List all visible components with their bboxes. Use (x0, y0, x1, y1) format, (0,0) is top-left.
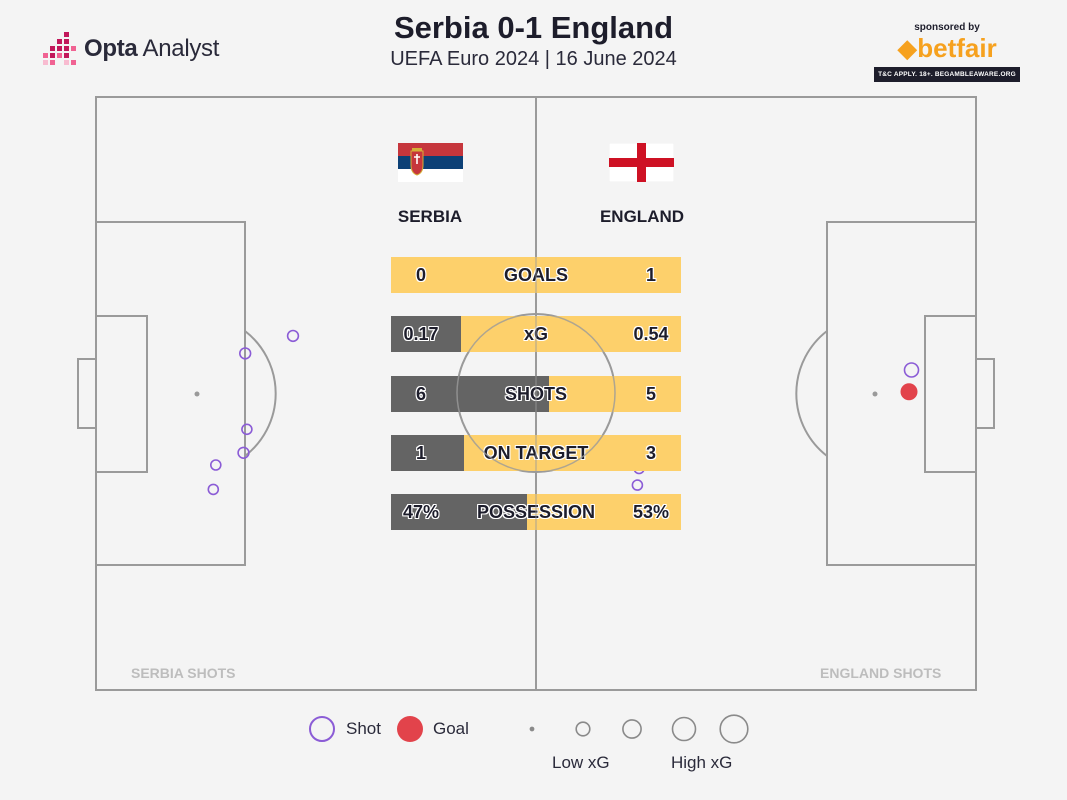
home-shot-marker (286, 329, 300, 343)
left-penalty-area (95, 221, 246, 566)
betfair-arrow-icon: ◆ (897, 33, 918, 63)
home-shot-marker (237, 446, 250, 459)
sponsor-caption: sponsored by (914, 22, 980, 33)
home-shot-marker (210, 459, 222, 471)
left-six-yard-box (95, 315, 148, 473)
home-shot-marker (241, 423, 253, 436)
stat-away-value: 3 (645, 443, 656, 463)
right-goal (975, 358, 995, 429)
stat-label: xG (523, 324, 548, 344)
stat-row-possession: 47% POSSESSION 53% (391, 494, 681, 530)
legend-xg-scale (529, 714, 749, 744)
stat-away-value: 5 (645, 384, 656, 404)
stat-label: POSSESSION (476, 502, 596, 522)
brand-name-light: Analyst (137, 35, 220, 62)
stat-label: SHOTS (504, 384, 567, 404)
stat-row-shots: 6 SHOTS 5 (391, 376, 681, 412)
opta-analyst-logo: Opta Analyst (42, 32, 219, 66)
stat-home-value: 1 (415, 443, 426, 463)
stat-label: ON TARGET (483, 443, 589, 463)
legend-goal-icon (397, 716, 423, 742)
shot-markers (207, 329, 920, 519)
home-shot-marker (207, 483, 220, 496)
legend-xg-circle (529, 726, 535, 732)
legend-high-xg-label: High xG (671, 753, 733, 772)
legend-shot-label: Shot (346, 719, 381, 738)
serbia-flag-icon (398, 143, 463, 182)
legend-shot-icon (309, 716, 335, 742)
away-goal-marker (900, 383, 918, 401)
legend-svg (309, 714, 749, 744)
legend-xg-circle (575, 721, 591, 737)
stat-home-value: 0 (415, 265, 426, 285)
brand-name-bold: Opta (84, 35, 138, 62)
left-penalty-arc (244, 330, 277, 457)
stat-row-goals: 0 GOALS 1 (391, 257, 681, 293)
away-shot-marker (631, 479, 644, 491)
right-six-yard-box (924, 315, 977, 473)
legend-xg-circle (671, 716, 697, 742)
betfair-wordmark: betfair (917, 33, 997, 63)
stat-bar-home (391, 435, 464, 471)
away-team-name: ENGLAND (599, 207, 685, 226)
right-penalty-arc (795, 330, 828, 457)
stat-away-value: 53% (632, 502, 670, 522)
legend-xg-circle (719, 714, 749, 744)
stat-home-value: 47% (402, 502, 440, 522)
betfair-logo: ◆betfair (874, 35, 1020, 61)
home-shot-marker (239, 347, 252, 360)
chart-title: Serbia 0-1 England (393, 10, 674, 45)
england-flag-icon (609, 143, 674, 182)
legend-low-xg-label: Low xG (552, 753, 610, 772)
stat-bar-home (391, 494, 528, 530)
chart-subtitle: UEFA Euro 2024 | 16 June 2024 (390, 48, 677, 70)
sponsor-block: sponsored by ◆betfair T&C APPLY. 18+. BE… (874, 22, 1020, 82)
right-penalty-spot (872, 391, 878, 397)
stat-home-value: 6 (415, 384, 426, 404)
brand-name: Opta Analyst (84, 35, 219, 63)
stat-label: GOALS (503, 265, 568, 285)
home-team-name: SERBIA (397, 207, 463, 226)
stat-row-xg: 0.17 xG 0.54 (391, 316, 681, 352)
away-shots-label: ENGLAND SHOTS (820, 665, 942, 681)
stat-away-value: 1 (645, 265, 656, 285)
opta-logo-icon (43, 32, 76, 65)
legend-xg-circle (622, 719, 642, 739)
home-shots-label: SERBIA SHOTS (131, 665, 236, 681)
stat-row-on-target: 1 ON TARGET 3 (391, 435, 681, 471)
stat-away-value: 0.54 (633, 324, 669, 344)
away-shot-marker (903, 362, 920, 378)
left-penalty-spot (194, 391, 200, 397)
sponsor-legal: T&C APPLY. 18+. BEGAMBLEAWARE.ORG (874, 67, 1020, 82)
left-goal (77, 358, 97, 429)
stat-bar-home (391, 316, 461, 352)
legend-goal-label: Goal (433, 719, 469, 738)
stat-home-value: 0.17 (403, 324, 439, 344)
